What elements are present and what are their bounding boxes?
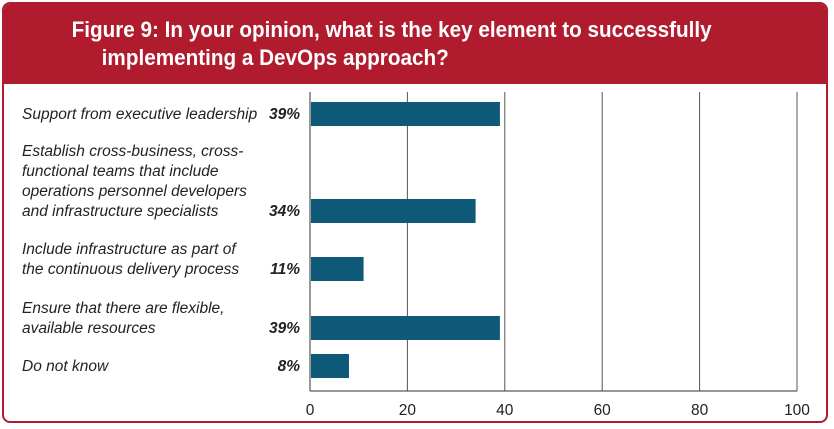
x-tick-label: 40 — [496, 402, 514, 419]
category-label: Ensure that there are flexible, — [22, 300, 224, 317]
bar — [311, 257, 364, 281]
category-label: available resources — [22, 320, 156, 337]
category-label: operations personnel developers — [22, 183, 247, 200]
category-label: and infrastructure specialists — [22, 203, 219, 220]
bar — [311, 316, 500, 340]
figure-frame: Figure 9: In your opinion, what is the k… — [2, 2, 828, 423]
category-label: Include infrastructure as part of — [22, 241, 237, 258]
title-banner: Figure 9: In your opinion, what is the k… — [4, 4, 826, 84]
x-tick-label: 80 — [691, 402, 709, 419]
bar — [311, 102, 500, 126]
value-label: 11% — [270, 261, 300, 278]
x-tick-label: 20 — [399, 402, 417, 419]
category-label: Establish cross-business, cross- — [22, 143, 243, 160]
bar-chart: 0 20 40 60 80 100 39% Support from executive le… — [22, 92, 810, 419]
x-tick-label: 60 — [594, 402, 612, 419]
value-label: 39% — [269, 106, 300, 123]
category-label: Do not know — [22, 358, 110, 375]
bar — [311, 199, 476, 223]
x-tick-label: 100 — [784, 402, 810, 419]
value-label: 39% — [269, 320, 300, 337]
x-tick-label: 0 — [306, 402, 315, 419]
category-label: the continuous delivery process — [22, 261, 239, 278]
category-label: functional teams that include — [22, 163, 219, 180]
bar — [311, 354, 349, 378]
value-label: 34% — [269, 203, 300, 220]
value-label: 8% — [278, 358, 301, 375]
category-label: Support from executive leadership — [22, 106, 258, 123]
chart-title: Figure 9: In your opinion, what is the k… — [71, 17, 712, 70]
